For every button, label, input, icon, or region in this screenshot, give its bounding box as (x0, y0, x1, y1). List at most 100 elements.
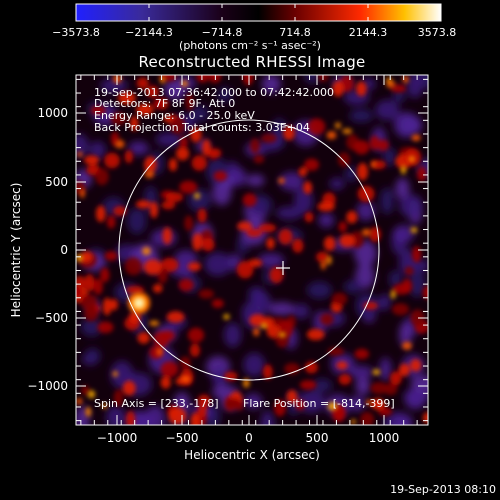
image-texture-blob (411, 134, 421, 142)
colorbar-tick-label: 3573.8 (417, 26, 457, 39)
image-texture-blob (276, 206, 303, 220)
y-axis-label: Heliocentric Y (arcsec) (9, 182, 23, 318)
image-texture-blob (102, 297, 112, 316)
x-tick-label: 0 (245, 431, 253, 445)
image-texture-blob (334, 122, 341, 129)
image-texture-blob (124, 257, 142, 276)
image-texture-blob (286, 389, 298, 404)
image-texture-blob (81, 385, 90, 396)
image-texture-blob (383, 383, 398, 395)
image-texture-blob (316, 251, 329, 263)
image-texture-blob (350, 419, 356, 425)
image-texture-blob (250, 138, 260, 154)
x-tick-label: 500 (305, 431, 329, 445)
image-texture-blob (382, 147, 397, 167)
image-texture-blob (79, 188, 85, 199)
image-texture-blob (142, 246, 151, 256)
image-texture-blob (76, 397, 83, 405)
image-texture-blob (399, 363, 410, 377)
image-texture-blob (194, 192, 201, 200)
image-texture-blob (331, 292, 348, 306)
image-texture-blob (124, 150, 133, 164)
image-texture-blob (263, 364, 273, 380)
image-texture-blob (76, 275, 86, 290)
image-texture-blob (84, 155, 100, 165)
image-texture-blob (236, 261, 254, 279)
image-texture-blob (336, 361, 348, 370)
image-texture-blob (349, 109, 374, 123)
x-major-ticks (116, 75, 385, 425)
image-texture-blob (104, 251, 118, 261)
image-texture-blob (152, 284, 163, 293)
image-texture-blob (386, 77, 392, 84)
image-texture-blob (297, 390, 326, 414)
image-texture-blob (320, 260, 326, 270)
image-texture-blob (356, 201, 376, 221)
image-texture-blob (320, 313, 334, 326)
image-texture-blob (327, 347, 344, 356)
image-texture-blob (292, 303, 310, 319)
image-texture-blob (95, 205, 106, 223)
image-texture-blob (160, 376, 171, 389)
image-texture-blob (304, 75, 320, 84)
image-texture-blob (130, 115, 139, 131)
image-texture-blob (346, 210, 358, 224)
image-texture-blob (109, 298, 118, 311)
image-texture-blob (106, 215, 116, 229)
image-texture-blob (306, 328, 325, 341)
image-texture-blob (393, 413, 413, 425)
image-texture-blob (166, 311, 185, 323)
y-tick-label: 1000 (37, 106, 68, 120)
image-texture-blob (298, 167, 308, 177)
y-tick-label: −1000 (27, 379, 68, 393)
image-texture-blob (365, 399, 373, 405)
image-texture-blob (283, 125, 295, 141)
minor-ticks (76, 75, 428, 425)
image-texture-blob (410, 227, 418, 234)
image-texture-blob (80, 317, 102, 337)
image-texture-blob (246, 174, 265, 187)
image-texture-blob (357, 162, 368, 181)
colorbar-tick-label: −714.8 (201, 26, 243, 39)
image-texture-blob (179, 180, 198, 194)
image-texture-blob (112, 371, 119, 377)
image-texture-blob (372, 369, 381, 375)
image-texture-blob (243, 352, 265, 377)
image-texture-blob (304, 158, 319, 171)
image-texture-blob (307, 281, 332, 299)
image-texture-blob (201, 238, 215, 252)
y-tick-label: 0 (60, 243, 68, 257)
image-texture-blob (356, 81, 367, 97)
image-texture-blob (299, 380, 317, 390)
image-texture-blob (346, 365, 374, 379)
image-texture-blob (189, 105, 210, 122)
image-texture-blob (179, 136, 188, 149)
plot-timestamp: 19-Sep-2013 08:10 (390, 483, 496, 496)
image-texture-blob (422, 285, 428, 300)
image-texture-blob (339, 234, 355, 248)
image-texture-blob (113, 389, 124, 407)
image-texture-blob (404, 388, 426, 410)
image-texture-blob (190, 413, 200, 425)
method-counts-text: Back Projection Total counts: 3.03E+04 (94, 121, 310, 134)
image-texture-blob (159, 75, 166, 84)
image-texture-blob (278, 177, 285, 184)
image-texture-blob (187, 327, 205, 343)
image-texture-blob (188, 188, 211, 212)
image-texture-blob (355, 376, 371, 396)
image-texture-blob (266, 237, 275, 250)
image-texture-blob (370, 398, 386, 410)
image-texture-blob (122, 380, 136, 396)
image-texture-blob (135, 200, 151, 209)
image-texture-blob (77, 151, 83, 157)
image-texture-blob (224, 322, 242, 348)
colorbar-gradient (75, 3, 442, 22)
image-texture-blob (129, 311, 141, 323)
image-texture-blob (408, 155, 416, 163)
colorbar-tick-label: −3573.8 (52, 26, 100, 39)
image-texture-blob (292, 238, 304, 253)
image-texture-blob (269, 266, 284, 284)
image-texture-blob (76, 286, 83, 299)
image-texture-blob (312, 378, 333, 393)
y-tick-label: 500 (45, 175, 68, 189)
